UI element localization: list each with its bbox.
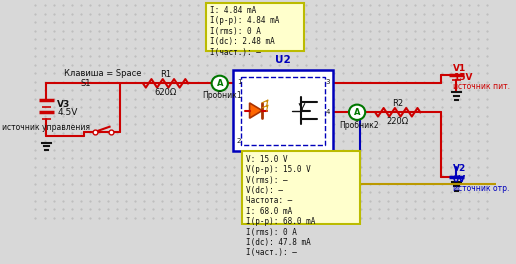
FancyBboxPatch shape: [206, 3, 304, 51]
Text: V2: V2: [453, 164, 466, 173]
FancyBboxPatch shape: [233, 70, 333, 151]
Text: источник отр.: источник отр.: [453, 184, 509, 193]
Text: Пробник2: Пробник2: [339, 121, 379, 130]
Text: A: A: [354, 108, 360, 117]
Text: Пробник1: Пробник1: [202, 91, 241, 100]
Text: A: A: [217, 79, 223, 88]
Text: U2: U2: [275, 55, 291, 65]
Text: 2: 2: [237, 138, 241, 144]
Text: источник пит.: источник пит.: [453, 82, 510, 91]
Text: 4.5V: 4.5V: [57, 108, 77, 117]
Text: S1: S1: [81, 79, 91, 88]
FancyBboxPatch shape: [243, 151, 360, 224]
Text: Клавиша = Space: Клавиша = Space: [63, 69, 141, 78]
Text: 1: 1: [237, 79, 241, 85]
Circle shape: [349, 105, 365, 120]
Text: I: 4.84 mA
I(p-p): 4.84 mA
I(rms): 0 A
I(dc): 2.48 mA
I(част.): –: I: 4.84 mA I(p-p): 4.84 mA I(rms): 0 A I…: [210, 6, 279, 56]
Text: 15V: 15V: [453, 73, 472, 82]
Text: R1: R1: [160, 70, 171, 79]
Text: 620Ω: 620Ω: [154, 88, 176, 97]
Text: ACPL-W343-000E: ACPL-W343-000E: [247, 157, 319, 166]
Text: V1: V1: [453, 64, 466, 73]
Text: 4: 4: [326, 109, 330, 115]
Circle shape: [212, 76, 228, 91]
Text: 220Ω: 220Ω: [386, 117, 409, 126]
Text: источник управления: источник управления: [2, 123, 90, 132]
Polygon shape: [250, 103, 262, 118]
Text: 0V: 0V: [453, 175, 466, 184]
Text: 3: 3: [326, 79, 330, 85]
Text: R2: R2: [392, 99, 404, 108]
Text: V3: V3: [57, 100, 70, 109]
Text: V: 15.0 V
V(p-p): 15.0 V
V(rms): –
V(dc): –
Частота: –
I: 68.0 mA
I(p-p): 68.0 m: V: 15.0 V V(p-p): 15.0 V V(rms): – V(dc)…: [246, 155, 315, 257]
